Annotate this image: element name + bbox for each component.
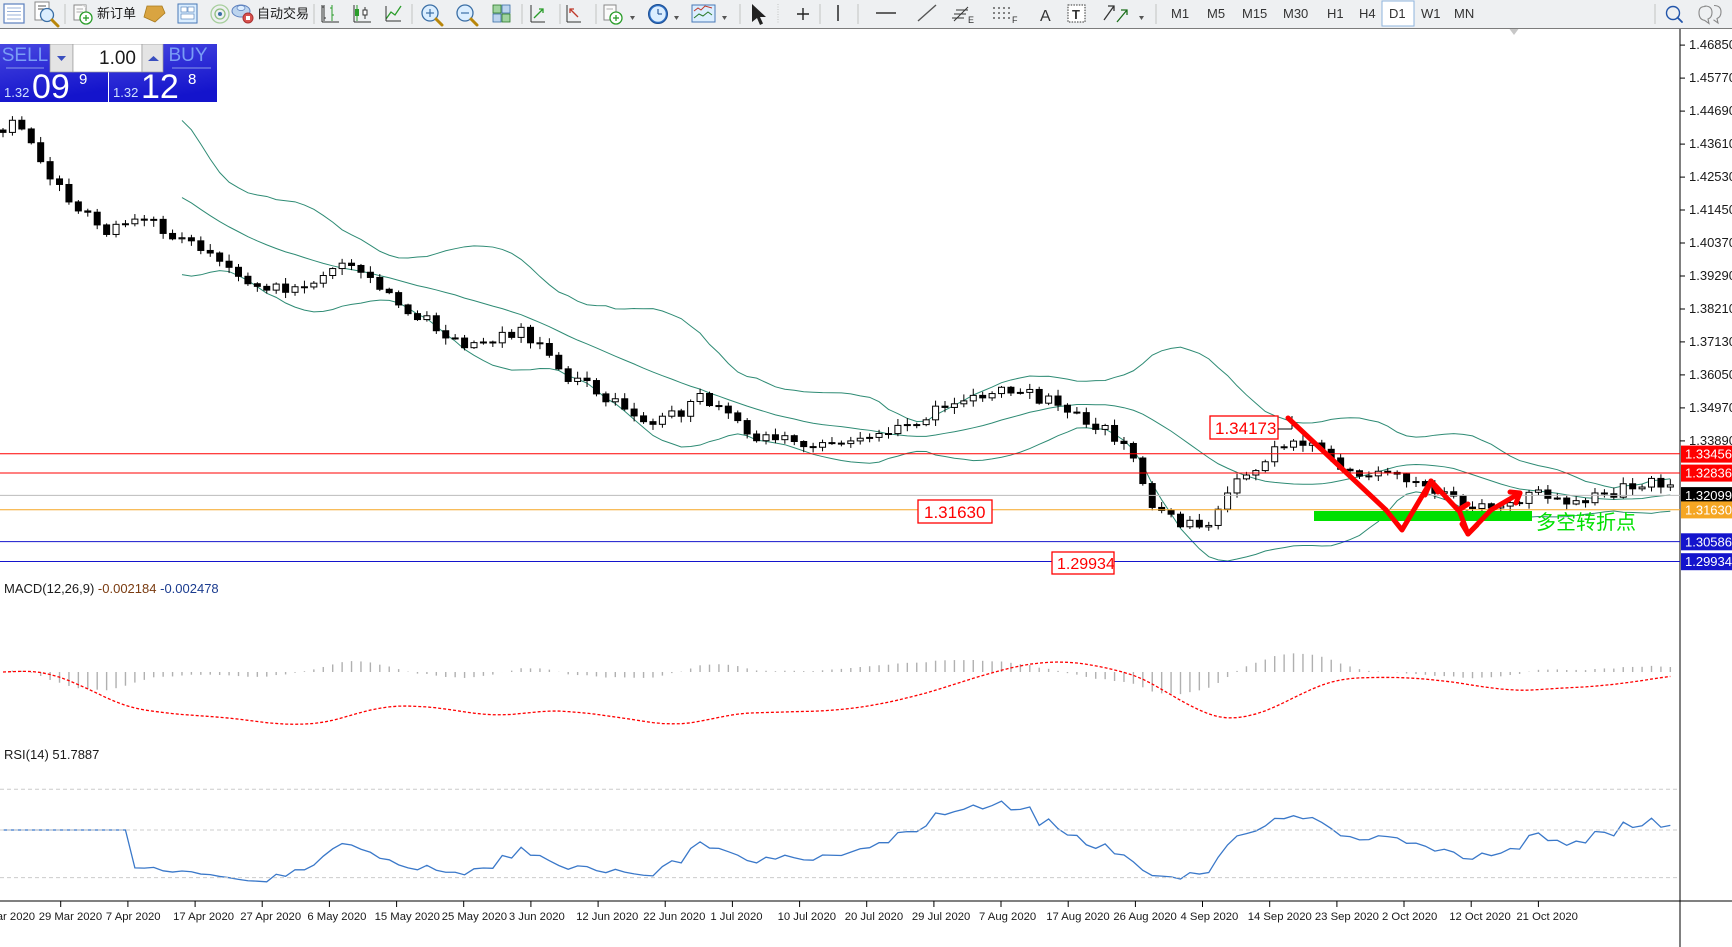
svg-text:1.30586: 1.30586 xyxy=(1685,534,1732,549)
svg-text:1.34970: 1.34970 xyxy=(1689,400,1732,415)
svg-text:12: 12 xyxy=(141,68,179,102)
svg-text:2 Oct 2020: 2 Oct 2020 xyxy=(1382,911,1437,923)
svg-text:1.32: 1.32 xyxy=(4,85,29,100)
svg-text:27 Apr 2020: 27 Apr 2020 xyxy=(240,911,301,923)
svg-text:1.45770: 1.45770 xyxy=(1689,70,1732,85)
svg-text:20 Jul 2020: 20 Jul 2020 xyxy=(845,911,903,923)
svg-text:1.36050: 1.36050 xyxy=(1689,367,1732,382)
svg-text:14 Sep 2020: 14 Sep 2020 xyxy=(1248,911,1312,923)
svg-text:12 Oct 2020: 12 Oct 2020 xyxy=(1449,911,1511,923)
svg-text:19 Mar 2020: 19 Mar 2020 xyxy=(0,911,35,923)
svg-text:M5: M5 xyxy=(1207,6,1225,21)
svg-text:新订单: 新订单 xyxy=(97,6,136,21)
svg-text:9: 9 xyxy=(79,71,87,88)
svg-text:1.00: 1.00 xyxy=(99,48,136,69)
svg-text:3 Jun 2020: 3 Jun 2020 xyxy=(509,911,565,923)
svg-text:4 Sep 2020: 4 Sep 2020 xyxy=(1181,911,1239,923)
svg-text:21 Oct 2020: 21 Oct 2020 xyxy=(1516,911,1578,923)
svg-text:1.44690: 1.44690 xyxy=(1689,103,1732,118)
svg-text:09: 09 xyxy=(32,68,70,102)
svg-text:1.38210: 1.38210 xyxy=(1689,301,1732,316)
svg-text:25 May 2020: 25 May 2020 xyxy=(442,911,507,923)
svg-text:1.46850: 1.46850 xyxy=(1689,37,1732,52)
svg-text:1.29934: 1.29934 xyxy=(1057,556,1115,573)
svg-text:22 Jun 2020: 22 Jun 2020 xyxy=(643,911,705,923)
svg-text:10 Jul 2020: 10 Jul 2020 xyxy=(778,911,836,923)
svg-text:29 Jul 2020: 29 Jul 2020 xyxy=(912,911,970,923)
svg-text:T: T xyxy=(1072,7,1080,22)
svg-text:D1: D1 xyxy=(1389,6,1406,21)
svg-text:15 May 2020: 15 May 2020 xyxy=(375,911,440,923)
svg-text:26 Aug 2020: 26 Aug 2020 xyxy=(1113,911,1176,923)
svg-text:RSI(14) 51.7887: RSI(14) 51.7887 xyxy=(4,747,99,762)
svg-text:1.43610: 1.43610 xyxy=(1689,136,1732,151)
svg-text:1.41450: 1.41450 xyxy=(1689,202,1732,217)
svg-text:F: F xyxy=(1012,15,1018,25)
svg-text:6 May 2020: 6 May 2020 xyxy=(307,911,366,923)
svg-text:A: A xyxy=(1040,8,1051,25)
svg-text:1.39290: 1.39290 xyxy=(1689,268,1732,283)
svg-text:自动交易: 自动交易 xyxy=(257,6,309,21)
svg-text:1.40370: 1.40370 xyxy=(1689,235,1732,250)
svg-text:23 Sep 2020: 23 Sep 2020 xyxy=(1315,911,1379,923)
svg-text:1.29934: 1.29934 xyxy=(1685,554,1732,569)
svg-text:17 Apr 2020: 17 Apr 2020 xyxy=(173,911,234,923)
svg-text:1.42530: 1.42530 xyxy=(1689,169,1732,184)
svg-text:1 Jul 2020: 1 Jul 2020 xyxy=(710,911,762,923)
svg-text:1.31630: 1.31630 xyxy=(924,503,985,522)
svg-text:SELL: SELL xyxy=(2,45,48,66)
svg-text:17 Aug 2020: 17 Aug 2020 xyxy=(1046,911,1109,923)
svg-text:1.32836: 1.32836 xyxy=(1685,466,1732,481)
svg-text:E: E xyxy=(968,15,974,25)
svg-text:W1: W1 xyxy=(1421,6,1441,21)
svg-text:1.34173: 1.34173 xyxy=(1215,419,1276,438)
svg-text:H4: H4 xyxy=(1359,6,1376,21)
svg-text:29 Mar 2020: 29 Mar 2020 xyxy=(39,911,102,923)
svg-text:1.32099: 1.32099 xyxy=(1685,488,1732,503)
svg-text:多空转折点: 多空转折点 xyxy=(1536,511,1636,534)
svg-text:H1: H1 xyxy=(1327,6,1344,21)
svg-text:M30: M30 xyxy=(1283,6,1308,21)
svg-text:1.31630: 1.31630 xyxy=(1685,502,1732,517)
svg-text:1.32: 1.32 xyxy=(113,85,138,100)
svg-text:8: 8 xyxy=(188,71,196,88)
svg-text:1.33456: 1.33456 xyxy=(1685,447,1732,462)
svg-text:M1: M1 xyxy=(1171,6,1189,21)
svg-text:BUY: BUY xyxy=(168,45,207,66)
svg-text:MN: MN xyxy=(1454,6,1474,21)
svg-text:7 Apr 2020: 7 Apr 2020 xyxy=(106,911,161,923)
svg-text:12 Jun 2020: 12 Jun 2020 xyxy=(576,911,638,923)
svg-text:7 Aug 2020: 7 Aug 2020 xyxy=(979,911,1036,923)
svg-text:MACD(12,26,9) -0.002184 -0.002: MACD(12,26,9) -0.002184 -0.002478 xyxy=(4,581,219,596)
svg-text:M15: M15 xyxy=(1242,6,1267,21)
svg-text:1.37130: 1.37130 xyxy=(1689,334,1732,349)
